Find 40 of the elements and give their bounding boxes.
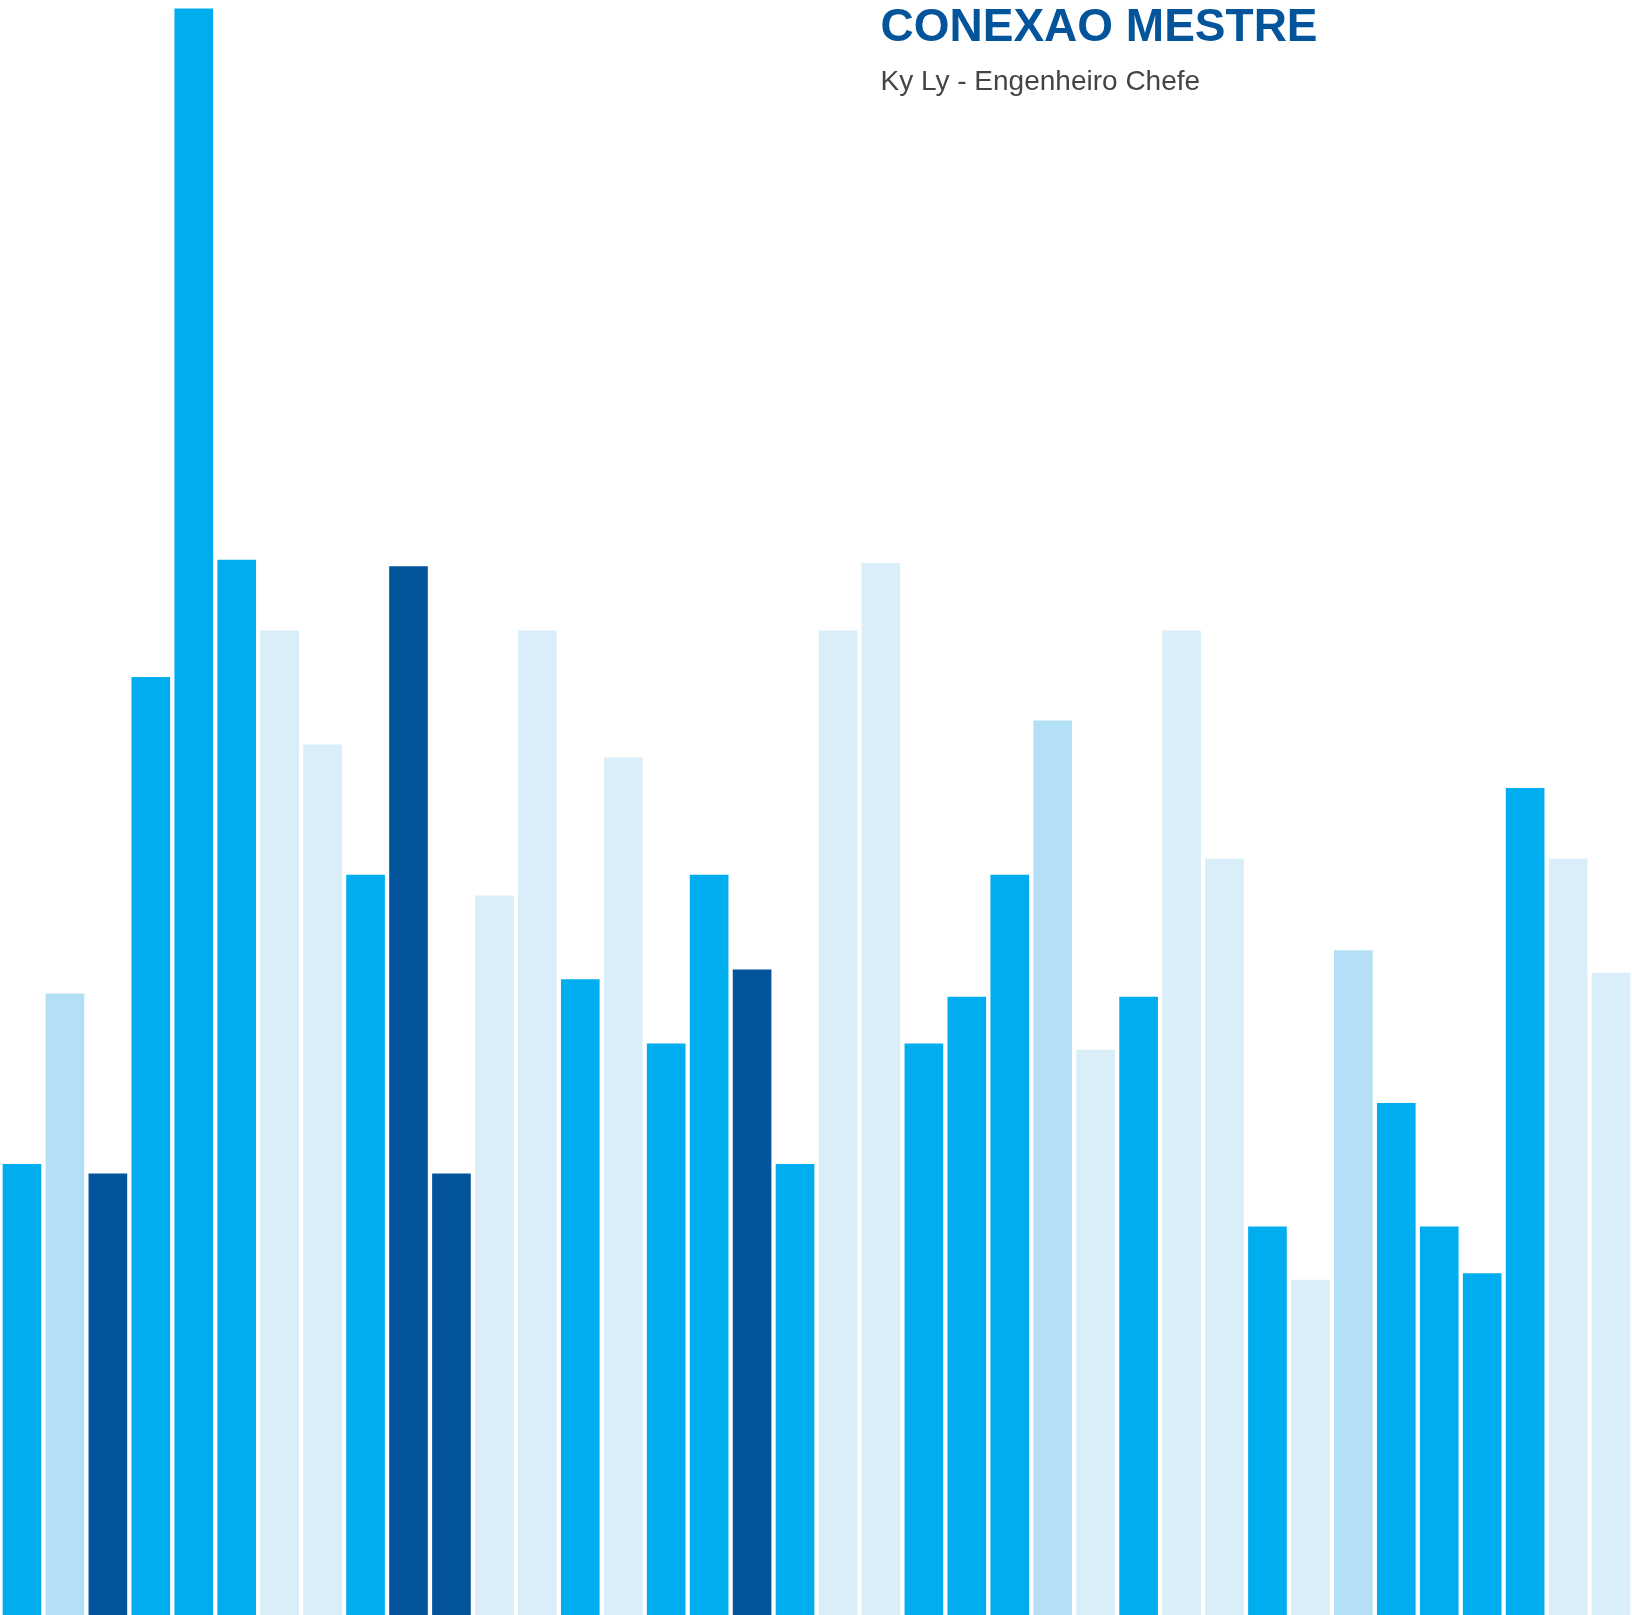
bar <box>1248 1226 1287 1615</box>
bar <box>689 874 729 1615</box>
chart-title: CONEXAO MESTRE <box>880 0 1318 51</box>
bar <box>518 630 557 1615</box>
bar <box>346 874 385 1615</box>
bar <box>1505 787 1545 1615</box>
bar <box>775 1163 815 1615</box>
bar <box>174 8 214 1615</box>
bar <box>603 757 643 1615</box>
bar <box>389 566 428 1615</box>
bar <box>303 744 342 1615</box>
bar <box>1334 950 1373 1615</box>
bar <box>131 677 171 1615</box>
bar <box>1591 972 1631 1615</box>
bar <box>475 895 514 1615</box>
bar <box>732 969 772 1615</box>
text: Ky Ly - Engenheiro Chefe <box>880 64 1201 96</box>
bar <box>217 559 257 1615</box>
bar <box>1076 1049 1115 1615</box>
bar <box>1548 858 1588 1615</box>
bar <box>1033 720 1073 1615</box>
bar <box>646 1043 686 1615</box>
bar <box>1419 1226 1459 1615</box>
bar <box>947 996 987 1615</box>
bar <box>1119 996 1158 1615</box>
bar <box>1162 630 1201 1615</box>
bar <box>2 1163 42 1615</box>
bar <box>861 562 901 1615</box>
bar <box>1205 858 1244 1615</box>
bar <box>818 630 858 1615</box>
bar <box>260 630 299 1615</box>
bar <box>1462 1273 1502 1615</box>
bar <box>1376 1102 1416 1615</box>
bar <box>904 1043 944 1615</box>
bar <box>1291 1279 1330 1615</box>
bar <box>432 1173 471 1615</box>
bar <box>88 1173 128 1615</box>
bar <box>990 874 1030 1615</box>
bar <box>45 993 85 1615</box>
bar <box>560 979 600 1615</box>
